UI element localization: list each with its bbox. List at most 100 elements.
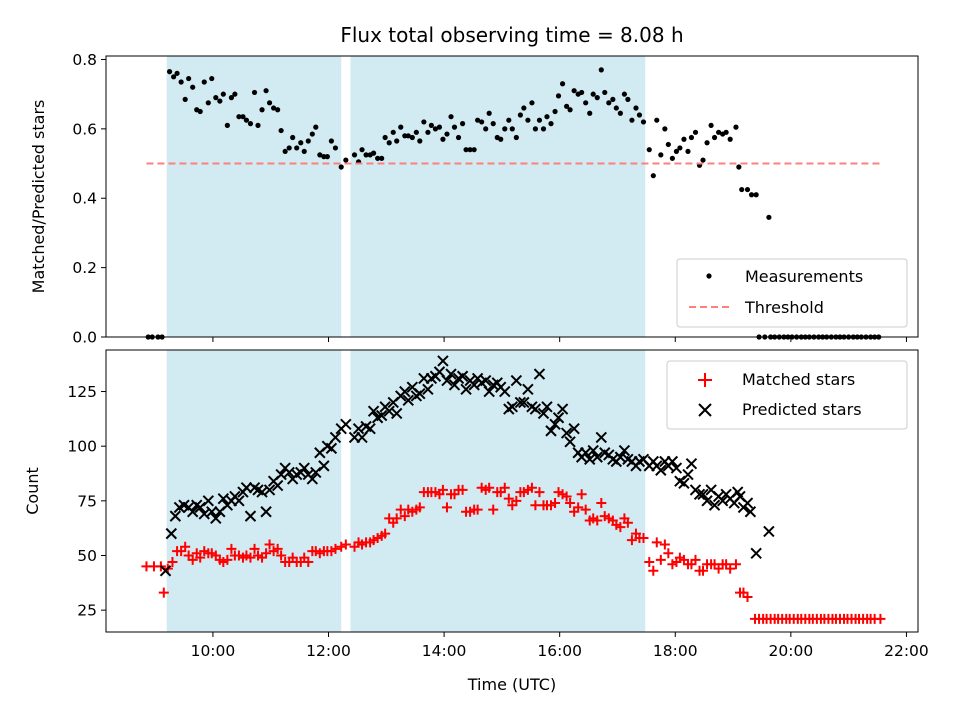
measurement-point bbox=[370, 150, 377, 156]
measurement-point bbox=[266, 100, 273, 106]
measurement-point bbox=[590, 91, 596, 97]
bottom-y-tick-label: 100 bbox=[67, 438, 97, 456]
measurement-point bbox=[409, 134, 415, 141]
predicted-star-point bbox=[186, 506, 199, 518]
measurement-point bbox=[704, 140, 710, 146]
measurement-point bbox=[417, 138, 423, 144]
matched-star-point bbox=[158, 587, 169, 598]
predicted-star-point bbox=[518, 396, 530, 409]
matched-star-point bbox=[725, 563, 736, 574]
measurement-point bbox=[275, 107, 281, 113]
predicted-star-point bbox=[399, 385, 411, 398]
measurement-point bbox=[390, 129, 396, 135]
measurement-point bbox=[633, 105, 639, 111]
matched-star-point bbox=[651, 537, 662, 548]
measurement-point bbox=[490, 121, 496, 127]
matched-star-point bbox=[484, 482, 495, 493]
predicted-star-point bbox=[340, 418, 352, 431]
predicted-star-point bbox=[552, 412, 565, 424]
matched-star-point bbox=[187, 554, 198, 565]
measurement-point bbox=[294, 145, 300, 151]
top-y-tick-label: 0.4 bbox=[72, 190, 97, 208]
predicted-star-point bbox=[165, 527, 178, 540]
measurement-point bbox=[166, 69, 173, 75]
measurement-point bbox=[621, 91, 628, 97]
predicted-star-point bbox=[194, 501, 206, 514]
predicted-star-point bbox=[541, 401, 553, 413]
measurement-point bbox=[475, 117, 481, 123]
predicted-star-point bbox=[744, 506, 757, 518]
matched-star-point bbox=[655, 554, 666, 565]
top-shaded-interval bbox=[166, 56, 342, 337]
measurement-point bbox=[394, 138, 400, 144]
measurement-point bbox=[328, 138, 334, 144]
measurement-point bbox=[351, 152, 358, 158]
measurement-point bbox=[448, 114, 454, 120]
matched-star-point bbox=[511, 495, 522, 506]
predicted-star-point bbox=[441, 374, 453, 387]
matched-star-point bbox=[437, 484, 448, 495]
predicted-star-point bbox=[456, 370, 469, 382]
measurement-point bbox=[240, 114, 246, 120]
predicted-star-point bbox=[329, 431, 342, 444]
measurement-point bbox=[224, 122, 230, 128]
bottom-y-tick-label: 75 bbox=[77, 492, 97, 510]
measurement-point bbox=[271, 105, 277, 111]
measurement-point bbox=[708, 122, 714, 128]
measurement-point bbox=[286, 145, 292, 151]
predicted-star-point bbox=[244, 510, 257, 522]
measurement-point bbox=[544, 114, 550, 120]
bottom-y-tick-label: 25 bbox=[77, 602, 97, 620]
predicted-star-point bbox=[460, 383, 472, 396]
matched-star-point bbox=[245, 552, 256, 563]
measurement-point bbox=[363, 152, 369, 158]
top-y-tick-label: 0.6 bbox=[72, 120, 97, 138]
top-axes-frame bbox=[105, 55, 919, 338]
measurement-point bbox=[681, 136, 687, 142]
measurement-point bbox=[654, 117, 660, 123]
measurement-point bbox=[646, 147, 652, 153]
measurement-point bbox=[753, 192, 759, 198]
matched-star-point bbox=[457, 484, 468, 495]
measurement-point bbox=[467, 147, 473, 153]
measurement-point bbox=[594, 95, 600, 101]
measurement-point bbox=[436, 124, 443, 130]
measurement-point bbox=[606, 100, 612, 106]
matched-star-point bbox=[565, 498, 576, 509]
measurement-point bbox=[658, 152, 664, 158]
predicted-star-point bbox=[367, 405, 380, 417]
predicted-star-point bbox=[682, 468, 694, 481]
bottom-x-tick-label: 20:00 bbox=[769, 642, 814, 660]
matched-star-point bbox=[330, 543, 341, 554]
matched-star-point bbox=[340, 539, 351, 550]
measurement-point bbox=[571, 88, 577, 94]
measurement-point bbox=[382, 134, 388, 141]
matched-star-point bbox=[615, 522, 626, 533]
measurement-point bbox=[343, 157, 349, 163]
matched-star-point bbox=[472, 504, 483, 515]
predicted-star-point bbox=[708, 499, 721, 511]
bottom-y-tick-label: 125 bbox=[67, 383, 97, 401]
predicted-star-point bbox=[375, 409, 388, 422]
matched-star-point bbox=[622, 517, 633, 528]
predicted-star-point bbox=[483, 385, 495, 398]
predicted-star-point bbox=[414, 388, 426, 400]
measurement-point bbox=[617, 110, 623, 116]
matched-star-point bbox=[276, 550, 287, 561]
matched-star-point bbox=[596, 498, 607, 509]
predicted-star-point bbox=[202, 495, 215, 507]
top-shaded-intervals bbox=[166, 56, 646, 337]
measurement-point bbox=[359, 147, 365, 153]
measurement-point bbox=[669, 155, 675, 161]
predicted-star-point bbox=[479, 374, 492, 387]
predicted-star-point bbox=[271, 479, 284, 492]
measurement-point bbox=[517, 112, 523, 118]
bottom-y-tick-label: 50 bbox=[77, 547, 97, 565]
measurement-point bbox=[665, 141, 671, 148]
measurement-point bbox=[298, 140, 304, 146]
matched-star-point bbox=[336, 541, 347, 552]
predicted-star-point bbox=[422, 383, 434, 396]
measurement-point bbox=[255, 122, 261, 128]
predicted-star-point bbox=[655, 464, 667, 476]
measurement-point bbox=[579, 89, 585, 96]
